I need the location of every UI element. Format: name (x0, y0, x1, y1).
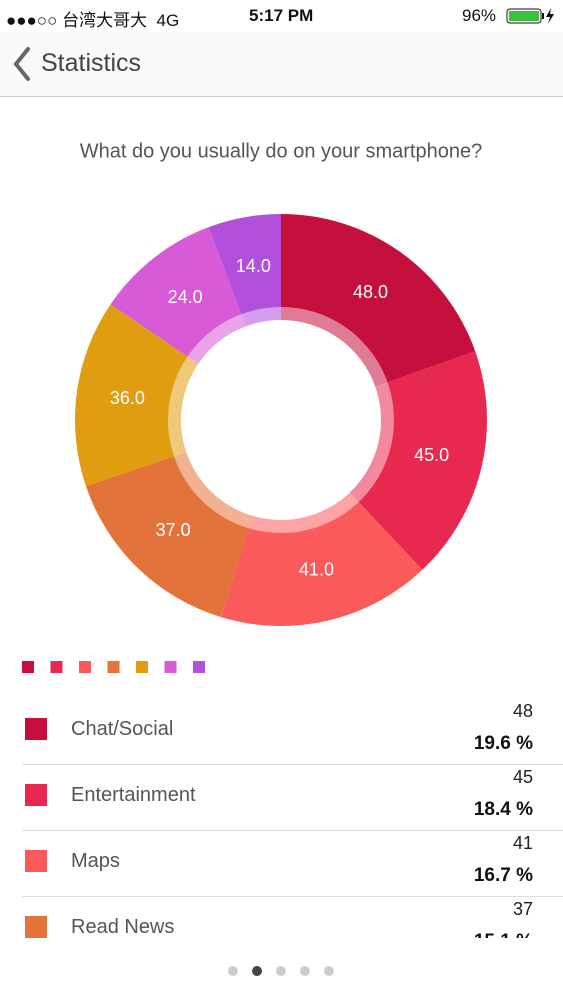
legend-name: Entertainment (71, 784, 196, 806)
legend-square (25, 718, 47, 740)
legend-row: Read News 37 15.1 % (22, 896, 563, 938)
slice-label: 45.0 (414, 445, 449, 465)
legend-swatch (22, 661, 34, 673)
legend-name: Chat/Social (71, 718, 174, 740)
slice-label: 41.0 (299, 560, 334, 580)
slice-label: 36.0 (110, 388, 145, 408)
legend-row: Entertainment 45 18.4 % (22, 764, 563, 831)
time: 5:17 PM (249, 6, 314, 25)
page-dots (228, 966, 334, 976)
legend-percent: 15.1 % (474, 931, 533, 938)
battery-icon (506, 8, 554, 24)
legend-swatch (50, 661, 63, 673)
pie-slice (221, 492, 423, 626)
battery-text: 96% (462, 6, 497, 25)
chart: What do you usually do on your smartphon… (22, 140, 488, 673)
legend-percent: 16.7 % (473, 865, 533, 886)
legend-square (25, 916, 47, 938)
slice-label: 48.0 (353, 282, 388, 302)
pie-slice (208, 214, 281, 327)
legend-value: 41 (512, 833, 533, 853)
nav-title[interactable]: Statistics (41, 49, 142, 77)
legend-percent: 19.6 % (473, 733, 533, 754)
legend-swatch (164, 661, 177, 673)
legend-swatch (193, 661, 205, 673)
chart-title: What do you usually do on your smartphon… (80, 140, 482, 162)
pie-slice (349, 351, 488, 570)
pie-slice (74, 304, 199, 487)
pie-slice (85, 452, 252, 618)
slice-label: 37.0 (156, 520, 191, 540)
legend-value: 37 (512, 899, 533, 919)
legend-name: Read News (71, 916, 175, 938)
legend-name: Maps (71, 850, 120, 872)
pie-slice (281, 214, 476, 387)
legend-percent: 18.4 % (473, 799, 533, 820)
legend-value: 48 (512, 701, 533, 721)
legend-square (25, 784, 47, 806)
legend-row: Maps 41 16.7 % (22, 830, 563, 897)
status-bar: ●●●○○ 台湾大哥大 4G 5:17 PM 96% (0, 0, 563, 32)
legend-swatch (136, 661, 148, 673)
donut-ring (168, 307, 394, 533)
slice-label: 24.0 (168, 287, 203, 307)
legend-swatch (79, 661, 91, 673)
legend-square (25, 850, 47, 872)
legend-swatch (107, 661, 120, 673)
legend-value: 45 (512, 767, 533, 787)
legend-row: Chat/Social 48 19.6 % (22, 698, 563, 765)
back-icon[interactable] (10, 44, 34, 84)
slice-label: 14.0 (236, 256, 271, 276)
pie-slice (110, 227, 246, 364)
carrier: ●●●○○ 台湾大哥大 4G (6, 11, 180, 30)
nav-bar: Statistics (0, 32, 563, 97)
